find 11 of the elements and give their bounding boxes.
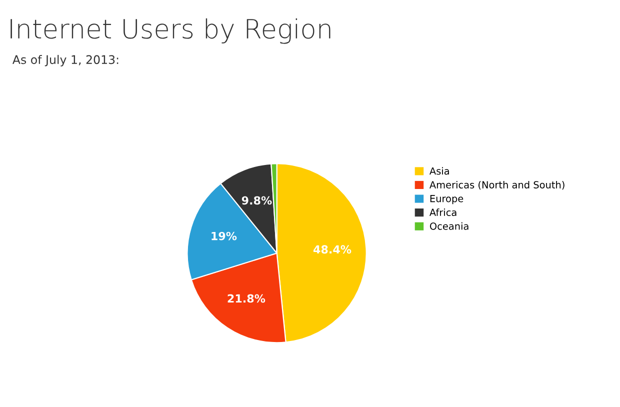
data-label: 21.8%	[228, 294, 266, 303]
legend-label: Oceania	[430, 222, 468, 230]
legend-label: Africa	[430, 208, 456, 216]
data-label: 19%	[212, 232, 237, 240]
legend-label: Asia	[430, 167, 449, 175]
legend-label: Europe	[430, 195, 464, 204]
chart-title: Internet Users by Region	[10, 18, 330, 44]
text: As of July 1, 2013:	[12, 54, 118, 66]
data-label: 48.4%	[313, 245, 352, 254]
data-label: 9.8%	[242, 196, 272, 205]
legend-label: Americas (North and South)	[430, 180, 564, 190]
